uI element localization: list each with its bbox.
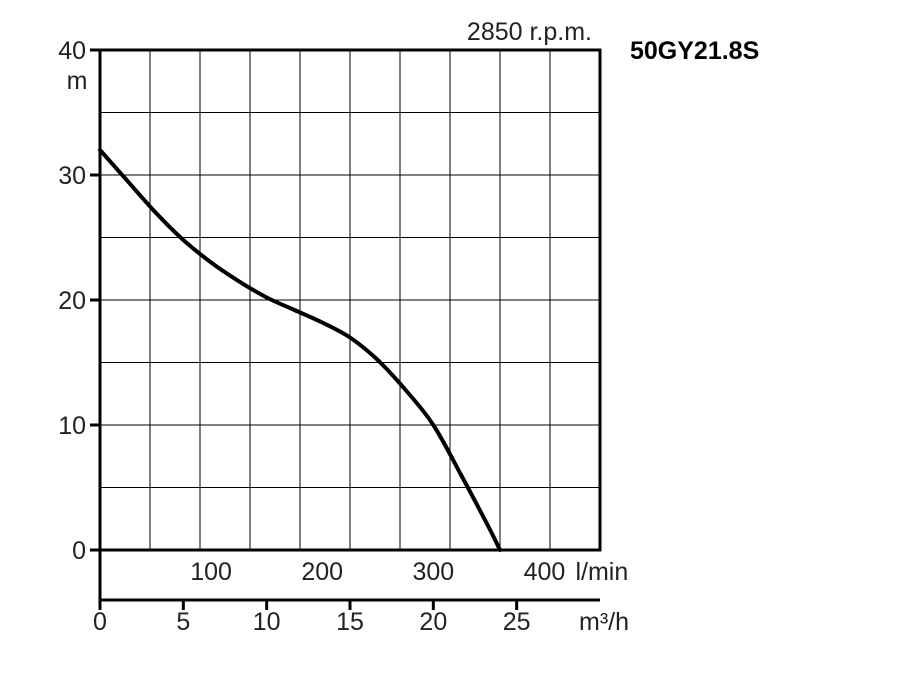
model-label: 50GY21.8S <box>630 37 759 65</box>
y-tick-label: 30 <box>58 162 86 190</box>
m3h-tick-label: 25 <box>503 608 531 636</box>
lpm-tick-label: 100 <box>190 558 232 586</box>
axis-ticks <box>90 48 519 610</box>
m3h-tick-label: 10 <box>253 608 281 636</box>
grid-lines <box>100 50 600 550</box>
lpm-tick-label: 200 <box>301 558 343 586</box>
m3h-tick-label: 5 <box>176 608 190 636</box>
m3h-unit-label: m³/h <box>579 608 629 636</box>
head-flow-curve <box>98 148 502 552</box>
m3h-tick-label: 0 <box>93 608 107 636</box>
axis-labels: 0 10 20 30 40m 100 200 300 400 l/min 0 5 10 15 20 25 m³/… <box>58 37 629 636</box>
lpm-tick-label: 300 <box>412 558 454 586</box>
y-axis-label: m <box>67 67 88 95</box>
m3h-tick-label: 15 <box>336 608 364 636</box>
m3h-tick-label: 20 <box>419 608 447 636</box>
lpm-unit-label: l/min <box>575 558 628 586</box>
y-tick-label: 0 <box>72 537 86 565</box>
y-tick-label: 10 <box>58 412 86 440</box>
y-tick-label: 20 <box>58 287 86 315</box>
speed-label: 2850 r.p.m. <box>467 18 592 46</box>
y-tick-label: 40 <box>58 37 86 65</box>
lpm-tick-label: 400 <box>524 558 566 586</box>
